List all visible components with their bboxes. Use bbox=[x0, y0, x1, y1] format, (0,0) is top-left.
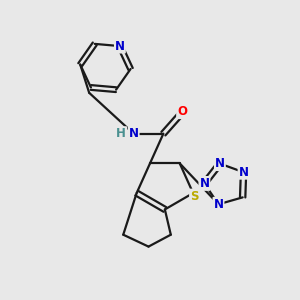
Text: H: H bbox=[116, 127, 126, 140]
Text: N: N bbox=[200, 177, 209, 190]
Text: N: N bbox=[238, 166, 248, 179]
Text: N: N bbox=[115, 40, 125, 52]
Text: N: N bbox=[214, 198, 224, 211]
Text: S: S bbox=[190, 190, 199, 202]
Text: N: N bbox=[215, 157, 225, 170]
Text: O: O bbox=[177, 105, 187, 118]
Text: N: N bbox=[129, 127, 139, 140]
